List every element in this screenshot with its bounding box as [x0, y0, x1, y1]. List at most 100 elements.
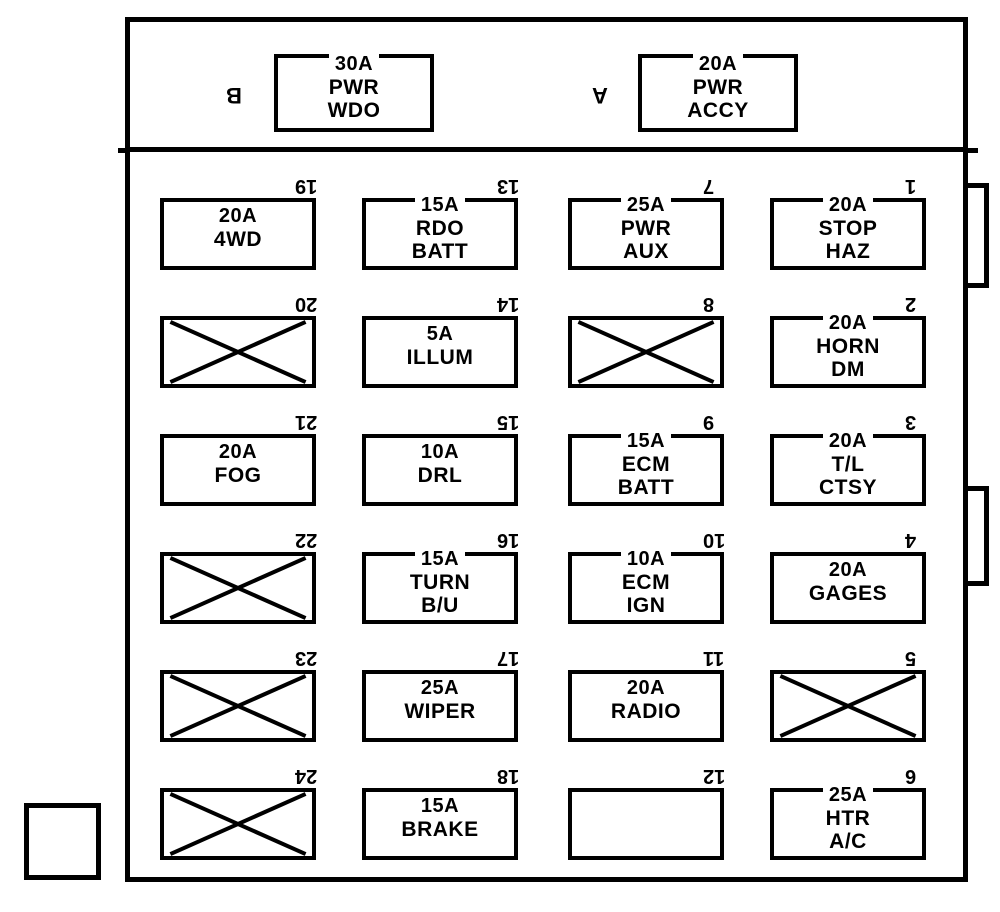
fuse-box: 20AT/L CTSY [770, 434, 926, 506]
fuse-slot-10: 10AECM IGN [568, 552, 724, 624]
fuse-label: FOG [215, 465, 262, 487]
fuse-label: ILLUM [407, 347, 474, 369]
slot-number: 11 [703, 646, 724, 669]
fuse-amp: 10A [415, 442, 465, 463]
fuse-amp: 15A [415, 796, 465, 817]
fuse-box: 5AILLUM [362, 316, 518, 388]
frame-divider-left [118, 148, 130, 153]
fuse-label: PWR ACCY [687, 77, 749, 121]
slot-number: 12 [703, 764, 725, 787]
fuse-label: ECM IGN [622, 572, 670, 616]
fuse-slot-8 [568, 316, 724, 388]
fuse-label: WIPER [404, 701, 475, 723]
fuse-slot-13: 15ARDO BATT [362, 198, 518, 270]
fuse-box: 15ARDO BATT [362, 198, 518, 270]
fuse-label: 4WD [214, 229, 262, 251]
fuse-slot-17: 25AWIPER [362, 670, 518, 742]
fuse-slot-9: 15AECM BATT [568, 434, 724, 506]
slot-number: 3 [905, 410, 916, 433]
fuse-box: 20AFOG [160, 434, 316, 506]
fuse-label: GAGES [809, 583, 887, 605]
slot-number: 13 [497, 174, 519, 197]
slot-number: 1 [905, 174, 916, 197]
slot-number: 5 [905, 646, 916, 669]
fuse-amp: 20A [823, 560, 873, 581]
fuse-amp: 15A [621, 431, 671, 452]
slot-number: 18 [497, 764, 519, 787]
fuse-empty-crossed [770, 670, 926, 742]
slot-number: 17 [497, 646, 519, 669]
fuse-label: DRL [418, 465, 463, 487]
fuse-label: RDO BATT [412, 218, 468, 262]
slot-number: 7 [703, 174, 714, 197]
slot-id-A: A [592, 82, 608, 108]
frame-tab-right-upper [963, 183, 989, 288]
fuse-slot-11: 20ARADIO [568, 670, 724, 742]
fuse-empty-crossed [160, 552, 316, 624]
fuse-label: PWR AUX [621, 218, 672, 262]
fuse-label: HTR A/C [826, 808, 871, 852]
slot-number: 9 [703, 410, 714, 433]
slot-number: 4 [905, 528, 916, 551]
frame-divider-right [963, 148, 978, 153]
fuse-amp: 5A [421, 324, 460, 345]
fuse-label: TURN B/U [410, 572, 470, 616]
fuse-box: 20ARADIO [568, 670, 724, 742]
fuse-slot-A: 20A PWR ACCY [638, 54, 798, 132]
fuse-slot-6: 25AHTR A/C [770, 788, 926, 860]
fuse-label: STOP HAZ [819, 218, 878, 262]
fuse-box: 15ABRAKE [362, 788, 518, 860]
slot-number: 8 [703, 292, 714, 315]
fuse-box: 25AHTR A/C [770, 788, 926, 860]
fuse-box: 20A4WD [160, 198, 316, 270]
fuse-slot-21: 20AFOG [160, 434, 316, 506]
fuse-amp: 20A [213, 206, 263, 227]
fuse-box: 25APWR AUX [568, 198, 724, 270]
fuse-amp: 25A [823, 785, 873, 806]
slot-number: 16 [497, 528, 519, 551]
fuse-amp: 20A [823, 431, 873, 452]
fuse-slot-24 [160, 788, 316, 860]
top-fuse-row: 30A PWR WDO B 20A PWR ACCY A [130, 22, 963, 152]
fuse-amp: 20A [621, 678, 671, 699]
fuse-box-A: 20A PWR ACCY [638, 54, 798, 132]
fuse-amp: 30A [329, 54, 379, 75]
fuse-label: BRAKE [401, 819, 478, 841]
fuse-box: 20AGAGES [770, 552, 926, 624]
fuse-empty-crossed [160, 788, 316, 860]
fuse-amp: 25A [621, 195, 671, 216]
fuse-amp: 10A [621, 549, 671, 570]
fuse-box: 20ASTOP HAZ [770, 198, 926, 270]
fuse-box: 10AECM IGN [568, 552, 724, 624]
fuse-slot-15: 10ADRL [362, 434, 518, 506]
fuse-slot-2: 20AHORN DM [770, 316, 926, 388]
fuse-amp: 25A [415, 678, 465, 699]
fuse-empty-crossed [568, 316, 724, 388]
fuse-empty-crossed [160, 316, 316, 388]
fuse-label: T/L CTSY [819, 454, 877, 498]
fuse-slot-18: 15ABRAKE [362, 788, 518, 860]
slot-number: 20 [295, 292, 317, 315]
fuse-box-B: 30A PWR WDO [274, 54, 434, 132]
fuse-amp: 15A [415, 549, 465, 570]
frame-tab-right-lower [963, 486, 989, 586]
fuse-slot-7: 25APWR AUX [568, 198, 724, 270]
slot-number: 15 [497, 410, 519, 433]
fuse-amp: 20A [823, 313, 873, 334]
fuse-label: PWR WDO [328, 77, 381, 121]
fuse-empty-crossed [160, 670, 316, 742]
fuse-slot-12 [568, 788, 724, 860]
slot-number: 23 [295, 646, 317, 669]
slot-number: 22 [295, 528, 317, 551]
fuse-label: ECM BATT [618, 454, 674, 498]
frame-tab-bottom-left [24, 803, 101, 880]
slot-number: 6 [905, 764, 916, 787]
fuse-box: 15AECM BATT [568, 434, 724, 506]
slot-number: 24 [295, 764, 317, 787]
fuse-amp: 15A [415, 195, 465, 216]
fuse-slot-1: 20ASTOP HAZ [770, 198, 926, 270]
slot-id-B: B [226, 82, 242, 108]
fuse-box: 20AHORN DM [770, 316, 926, 388]
fuse-slot-22 [160, 552, 316, 624]
slot-number: 21 [295, 410, 317, 433]
